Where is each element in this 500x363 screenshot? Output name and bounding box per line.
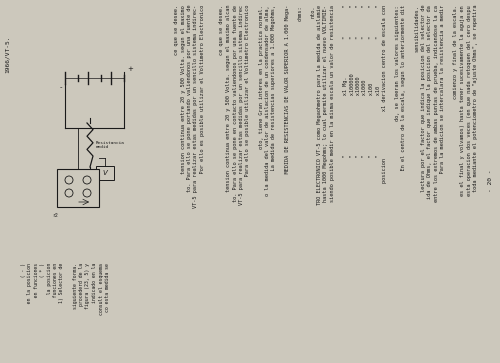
Text: posicion               x1 derivacion centro de escala con: posicion x1 derivacion centro de escala … [382, 5, 387, 183]
Text: tension continua entre 20 y 500 Volta. segun el maximo: tension continua entre 20 y 500 Volta. s… [180, 5, 186, 174]
Text: ce que se desee.: ce que se desee. [174, 5, 179, 55]
Text: ida de Ohms, el factor que indique la posicion del selector da: ida de Ohms, el factor que indique la po… [428, 5, 432, 199]
Text: 1966/VT-5.: 1966/VT-5. [4, 36, 10, 73]
Text: es el final y volvamos) hasta tener sucesivamente la aguja en: es el final y volvamos) hasta tener suce… [460, 5, 465, 196]
Text: MEDIDA DE RESISTENCIAS DE VALOR SUPERIOR A 1.000 Mega-: MEDIDA DE RESISTENCIAS DE VALOR SUPERIOR… [284, 5, 290, 186]
Text: +: + [127, 66, 133, 72]
Bar [57, 169, 99, 207]
Text: tension continua entre 20 y 500 Volta. segun el maximo alcan: tension continua entre 20 y 500 Volta. s… [226, 5, 231, 192]
Text: "                   x10               "         ": " x10 " " [376, 5, 380, 164]
Text: "                   x10000            "         ": " x10000 " " [356, 5, 361, 164]
Text: VT-5 para realizar estas medidas por un sencillo sistema indirec-: VT-5 para realizar estas medidas por un … [194, 5, 198, 208]
Text: to. Para ello se pone en contacto valiendonos por una fuente de: to. Para ello se pone en contacto valien… [232, 5, 237, 202]
Text: ( - ): ( - ) [20, 263, 25, 286]
Text: hasta 1000 Megohms; lo cual permite utilizar el nuevo VOLTIMIE-: hasta 1000 Megohms; lo cual permite util… [324, 5, 328, 202]
Text: V: V [102, 170, 108, 176]
Text: "                   x1000             "         ": " x1000 " " [362, 5, 368, 164]
Text: TRO ELECTRONICO VT-5 como Megaohmetro para la medida de aislamie: TRO ELECTRONICO VT-5 como Megaohmetro pa… [317, 5, 322, 205]
Text: Para ello se posible utilizar el Voltimetro Electronico: Para ello se posible utilizar el Voltime… [246, 5, 250, 189]
Text: procederd de la: procederd de la [79, 263, 84, 306]
Text: - 20 -: - 20 - [488, 170, 494, 192]
Text: entre los extremos de ambas puntas de prueba, indicandose la ca: entre los extremos de ambas puntas de pr… [434, 5, 439, 202]
Text: comienzo y final de la escala.: comienzo y final de la escala. [454, 5, 458, 99]
Text: consult el esquema: consult el esquema [98, 263, 103, 315]
Text: oto, tiene Gran interes en la practica normal.: oto, tiene Gran interes en la practica n… [258, 5, 264, 149]
Text: en funciones: en funciones [34, 263, 38, 306]
Text: "                   x100              "         ": " x100 " " [369, 5, 374, 164]
Text: "                   x100000           "         ": " x100000 " " [350, 5, 354, 164]
Text: siguiente forma.: siguiente forma. [72, 263, 78, 309]
Text: toda mediante el potenciometro de "ajuste Ohms", se repetira: toda mediante el potenciometro de "ajust… [473, 5, 478, 192]
Text: do, se leeran los valores siguientes:: do, se leeran los valores siguientes: [395, 5, 400, 121]
Text: La medida de resistencias superiores a 1.000 Megohms,: La medida de resistencias superiores a 1… [272, 5, 276, 183]
Text: sensibilidades.: sensibilidades. [414, 5, 420, 52]
Text: siendo posible medir en la misma escala un valor de resistencia: siendo posible medir en la misma escala … [330, 5, 335, 202]
Text: Para la medicion se intercalara la resistencia a medir: Para la medicion se intercalara la resis… [440, 5, 446, 186]
Text: lectura por el factor que indica la posicion del selector de: lectura por el factor que indica la posi… [421, 5, 426, 192]
Text: la posicion: la posicion [46, 263, 52, 303]
Text: nto.: nto. [310, 5, 316, 17]
Text: -: - [60, 84, 62, 90]
Text: Por ello es posible utilizar el Voltimetro Electronico: Por ello es posible utilizar el Voltimet… [200, 5, 205, 186]
Text: figura (23, 5) y: figura (23, 5) y [86, 263, 90, 309]
Text: funciones en: funciones en [53, 263, 58, 306]
Text: En el centro de la escala, segun lo anteriormente dit: En el centro de la escala, segun lo ante… [402, 5, 406, 183]
Text: ce que se desee.: ce que se desee. [220, 5, 224, 55]
Text: o la medida del valor de aislacion de un condensador de alma,: o la medida del valor de aislacion de un… [265, 5, 270, 196]
Text: esta operacion dos veces (en que nada retoquen del cero despu: esta operacion dos veces (en que nada re… [466, 5, 471, 196]
Text: to. Para ello se pone portando valiendonos por una fuente de: to. Para ello se pone portando valiendon… [187, 5, 192, 192]
Text: co esta medida se: co esta medida se [105, 263, 110, 312]
Text: "                   x1 Mg.            "         ": " x1 Mg. " " [343, 5, 348, 164]
Text: ( * ): ( * ) [40, 263, 45, 286]
Text: en la posicion: en la posicion [27, 263, 32, 312]
Text: 1) Selector de: 1) Selector de [60, 263, 64, 303]
Bar [96, 166, 114, 180]
Text: Resistancia
medid: Resistancia medid [96, 141, 125, 149]
Text: VT-5 para realizar estas medidas por un sencillo sistema indirec: VT-5 para realizar estas medidas por un … [239, 5, 244, 205]
Text: r2: r2 [52, 213, 58, 218]
Text: indicado en la: indicado en la [92, 263, 97, 303]
Text: ohms:: ohms: [298, 5, 302, 21]
